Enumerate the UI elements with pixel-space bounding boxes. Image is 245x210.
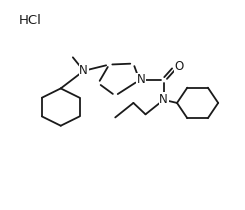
Text: N: N — [79, 64, 88, 77]
Text: N: N — [159, 93, 168, 106]
Text: N: N — [137, 73, 146, 86]
Text: O: O — [174, 60, 184, 72]
Text: HCl: HCl — [19, 13, 42, 26]
